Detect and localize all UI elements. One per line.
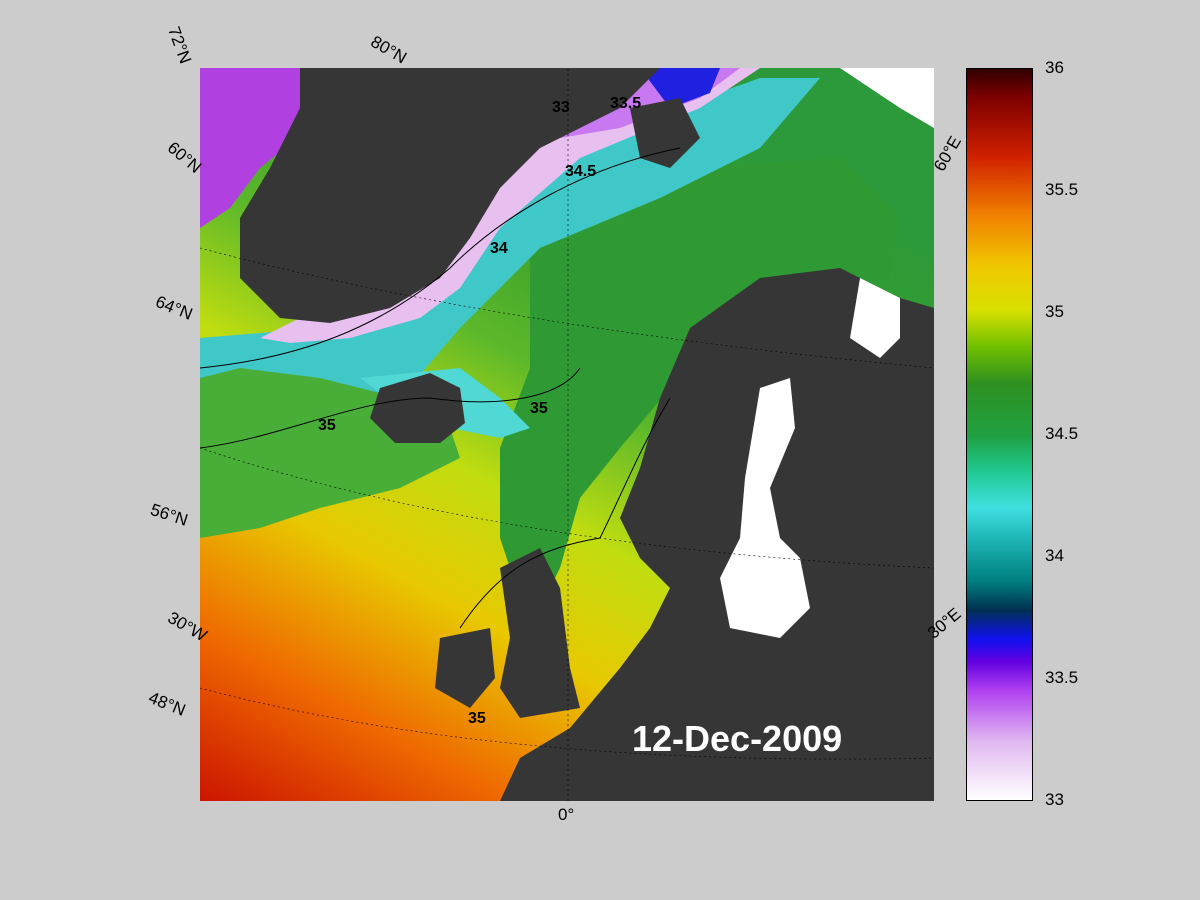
- contour-label-35: 35: [530, 400, 548, 417]
- lon-label-60e: 60°E: [930, 132, 965, 175]
- contour-35: [200, 367, 581, 449]
- contour-34-5: [200, 147, 681, 369]
- lat-label-60n: 60°N: [163, 138, 206, 177]
- colorbar-tick-34-5: 34.5: [1045, 424, 1079, 443]
- kara-ice: [840, 68, 934, 128]
- scandinavia-europe: [500, 268, 934, 801]
- iceland: [370, 373, 465, 443]
- svalbard: [630, 98, 700, 168]
- contour-label-35-west: 35: [318, 417, 336, 434]
- contour-label-34: 34: [490, 240, 508, 257]
- date-label: 12-Dec-2009: [632, 718, 843, 759]
- baltic-sea: [720, 378, 810, 638]
- lat-label-72n: 72°N: [164, 24, 195, 67]
- colorbar: [966, 68, 1033, 801]
- graticule-64n: [200, 247, 934, 369]
- contour-label-34-5: 34.5: [565, 163, 596, 180]
- salinity-map: 33 33.5 34 34.5 35 35 35 12-Dec-2009: [200, 68, 934, 801]
- great-britain: [500, 548, 580, 718]
- baffin-fresh-water: [200, 68, 320, 228]
- greenland: [240, 68, 660, 323]
- white-sea: [850, 278, 900, 358]
- colorbar-tick-35-5: 35.5: [1045, 180, 1079, 199]
- fresh-water-patch: [640, 68, 720, 108]
- east-greenland-current: [260, 68, 760, 343]
- lat-label-56n: 56°N: [148, 500, 191, 530]
- graticule-48n: [200, 687, 934, 760]
- contour-label-35-south: 35: [468, 710, 486, 727]
- lat-label-64n: 64°N: [152, 292, 196, 324]
- lon-label-80n: 80°N: [367, 32, 410, 68]
- contour-label-33-5: 33.5: [610, 95, 641, 112]
- lon-label-0: 0°: [558, 805, 575, 824]
- ireland: [435, 628, 495, 708]
- colorbar-tick-33: 33: [1045, 790, 1064, 809]
- colorbar-tick-34: 34: [1045, 546, 1064, 565]
- contour-label-33: 33: [552, 99, 570, 116]
- map-canvas: 33 33.5 34 34.5 35 35 35: [200, 68, 934, 801]
- colorbar-tick-35: 35: [1045, 302, 1064, 321]
- lat-label-48n: 48°N: [145, 688, 189, 720]
- colorbar-tick-36: 36: [1045, 58, 1064, 77]
- colorbar-tick-33-5: 33.5: [1045, 668, 1079, 687]
